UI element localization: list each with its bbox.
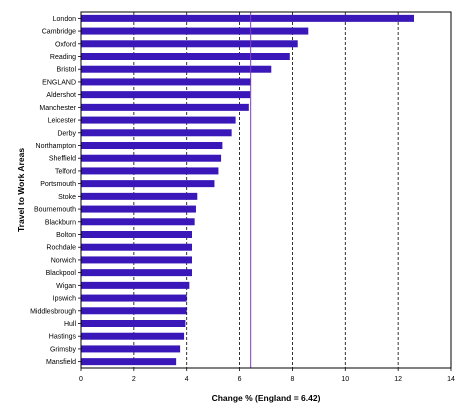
bar — [81, 103, 249, 111]
category-label: Leicester — [48, 118, 77, 125]
category-label: Reading — [50, 54, 76, 61]
plot-frame — [80, 11, 452, 369]
category-label: Blackpool — [46, 270, 77, 277]
category-label: Bolton — [56, 232, 76, 239]
bar — [81, 281, 190, 289]
bar — [81, 154, 222, 162]
category-label: Grimsby — [50, 346, 77, 353]
category-label: Manchester — [39, 105, 76, 112]
x-tick-label: 10 — [341, 376, 349, 383]
bar — [81, 307, 187, 315]
category-label: Blackburn — [45, 219, 76, 226]
bar — [81, 40, 298, 48]
x-tick-label: 14 — [447, 376, 455, 383]
category-label: Middlesbrough — [30, 308, 76, 315]
x-tick-label: 6 — [238, 376, 242, 383]
category-label: Rochdale — [46, 245, 76, 252]
category-label: Wigan — [56, 283, 76, 290]
category-label: Norwich — [51, 257, 76, 264]
bar — [81, 358, 177, 366]
bar — [81, 116, 236, 124]
bar — [81, 332, 185, 340]
bar — [81, 231, 192, 238]
x-tick-label: 2 — [132, 376, 136, 383]
category-label: Sheffield — [49, 156, 76, 163]
bars — [81, 14, 414, 366]
bar — [81, 180, 215, 188]
bar — [81, 53, 290, 60]
bar — [81, 167, 219, 175]
bar — [81, 91, 251, 99]
bar — [81, 14, 414, 22]
bar — [81, 294, 187, 302]
category-label: ENGLAND — [42, 79, 76, 86]
bar — [81, 218, 195, 226]
category-label: London — [53, 16, 76, 23]
category-labels: London Cambridge Oxford Reading Bristol ENGLA… — [30, 16, 77, 366]
axes: 0 2 4 6 8 10 12 14 — [78, 11, 455, 383]
bar — [81, 192, 198, 200]
bar — [81, 269, 192, 277]
x-axis-title: Change % (England = 6.42) — [212, 393, 321, 403]
bar — [81, 65, 272, 73]
grid-lines — [133, 12, 399, 368]
category-label: Hull — [64, 321, 77, 328]
bar — [81, 142, 223, 149]
category-label: Bournemouth — [34, 207, 76, 214]
bar — [81, 320, 186, 327]
bar — [81, 256, 192, 264]
category-label: Telford — [55, 168, 76, 175]
category-label: Northampton — [36, 143, 77, 150]
category-label: Hastings — [49, 334, 77, 341]
y-axis-title: Travel to Work Areas — [16, 148, 26, 232]
bar — [81, 243, 192, 251]
category-label: Portsmouth — [40, 181, 76, 188]
category-label: Mansfield — [46, 359, 76, 366]
category-label: Oxford — [55, 41, 76, 48]
bar — [81, 205, 196, 213]
bar — [81, 345, 181, 353]
x-tick-label: 4 — [185, 376, 189, 383]
category-label: Aldershot — [46, 92, 76, 99]
category-label: Bristol — [57, 67, 77, 74]
bar — [81, 129, 232, 137]
bar — [81, 27, 309, 35]
category-label: Ipswich — [53, 296, 76, 303]
x-tick-label: 12 — [394, 376, 402, 383]
category-label: Derby — [57, 130, 76, 137]
category-label: Stoke — [58, 194, 76, 201]
category-label: Cambridge — [42, 29, 76, 36]
bar — [81, 78, 251, 86]
x-tick-label: 0 — [79, 376, 83, 383]
x-tick-label: 8 — [290, 376, 294, 383]
